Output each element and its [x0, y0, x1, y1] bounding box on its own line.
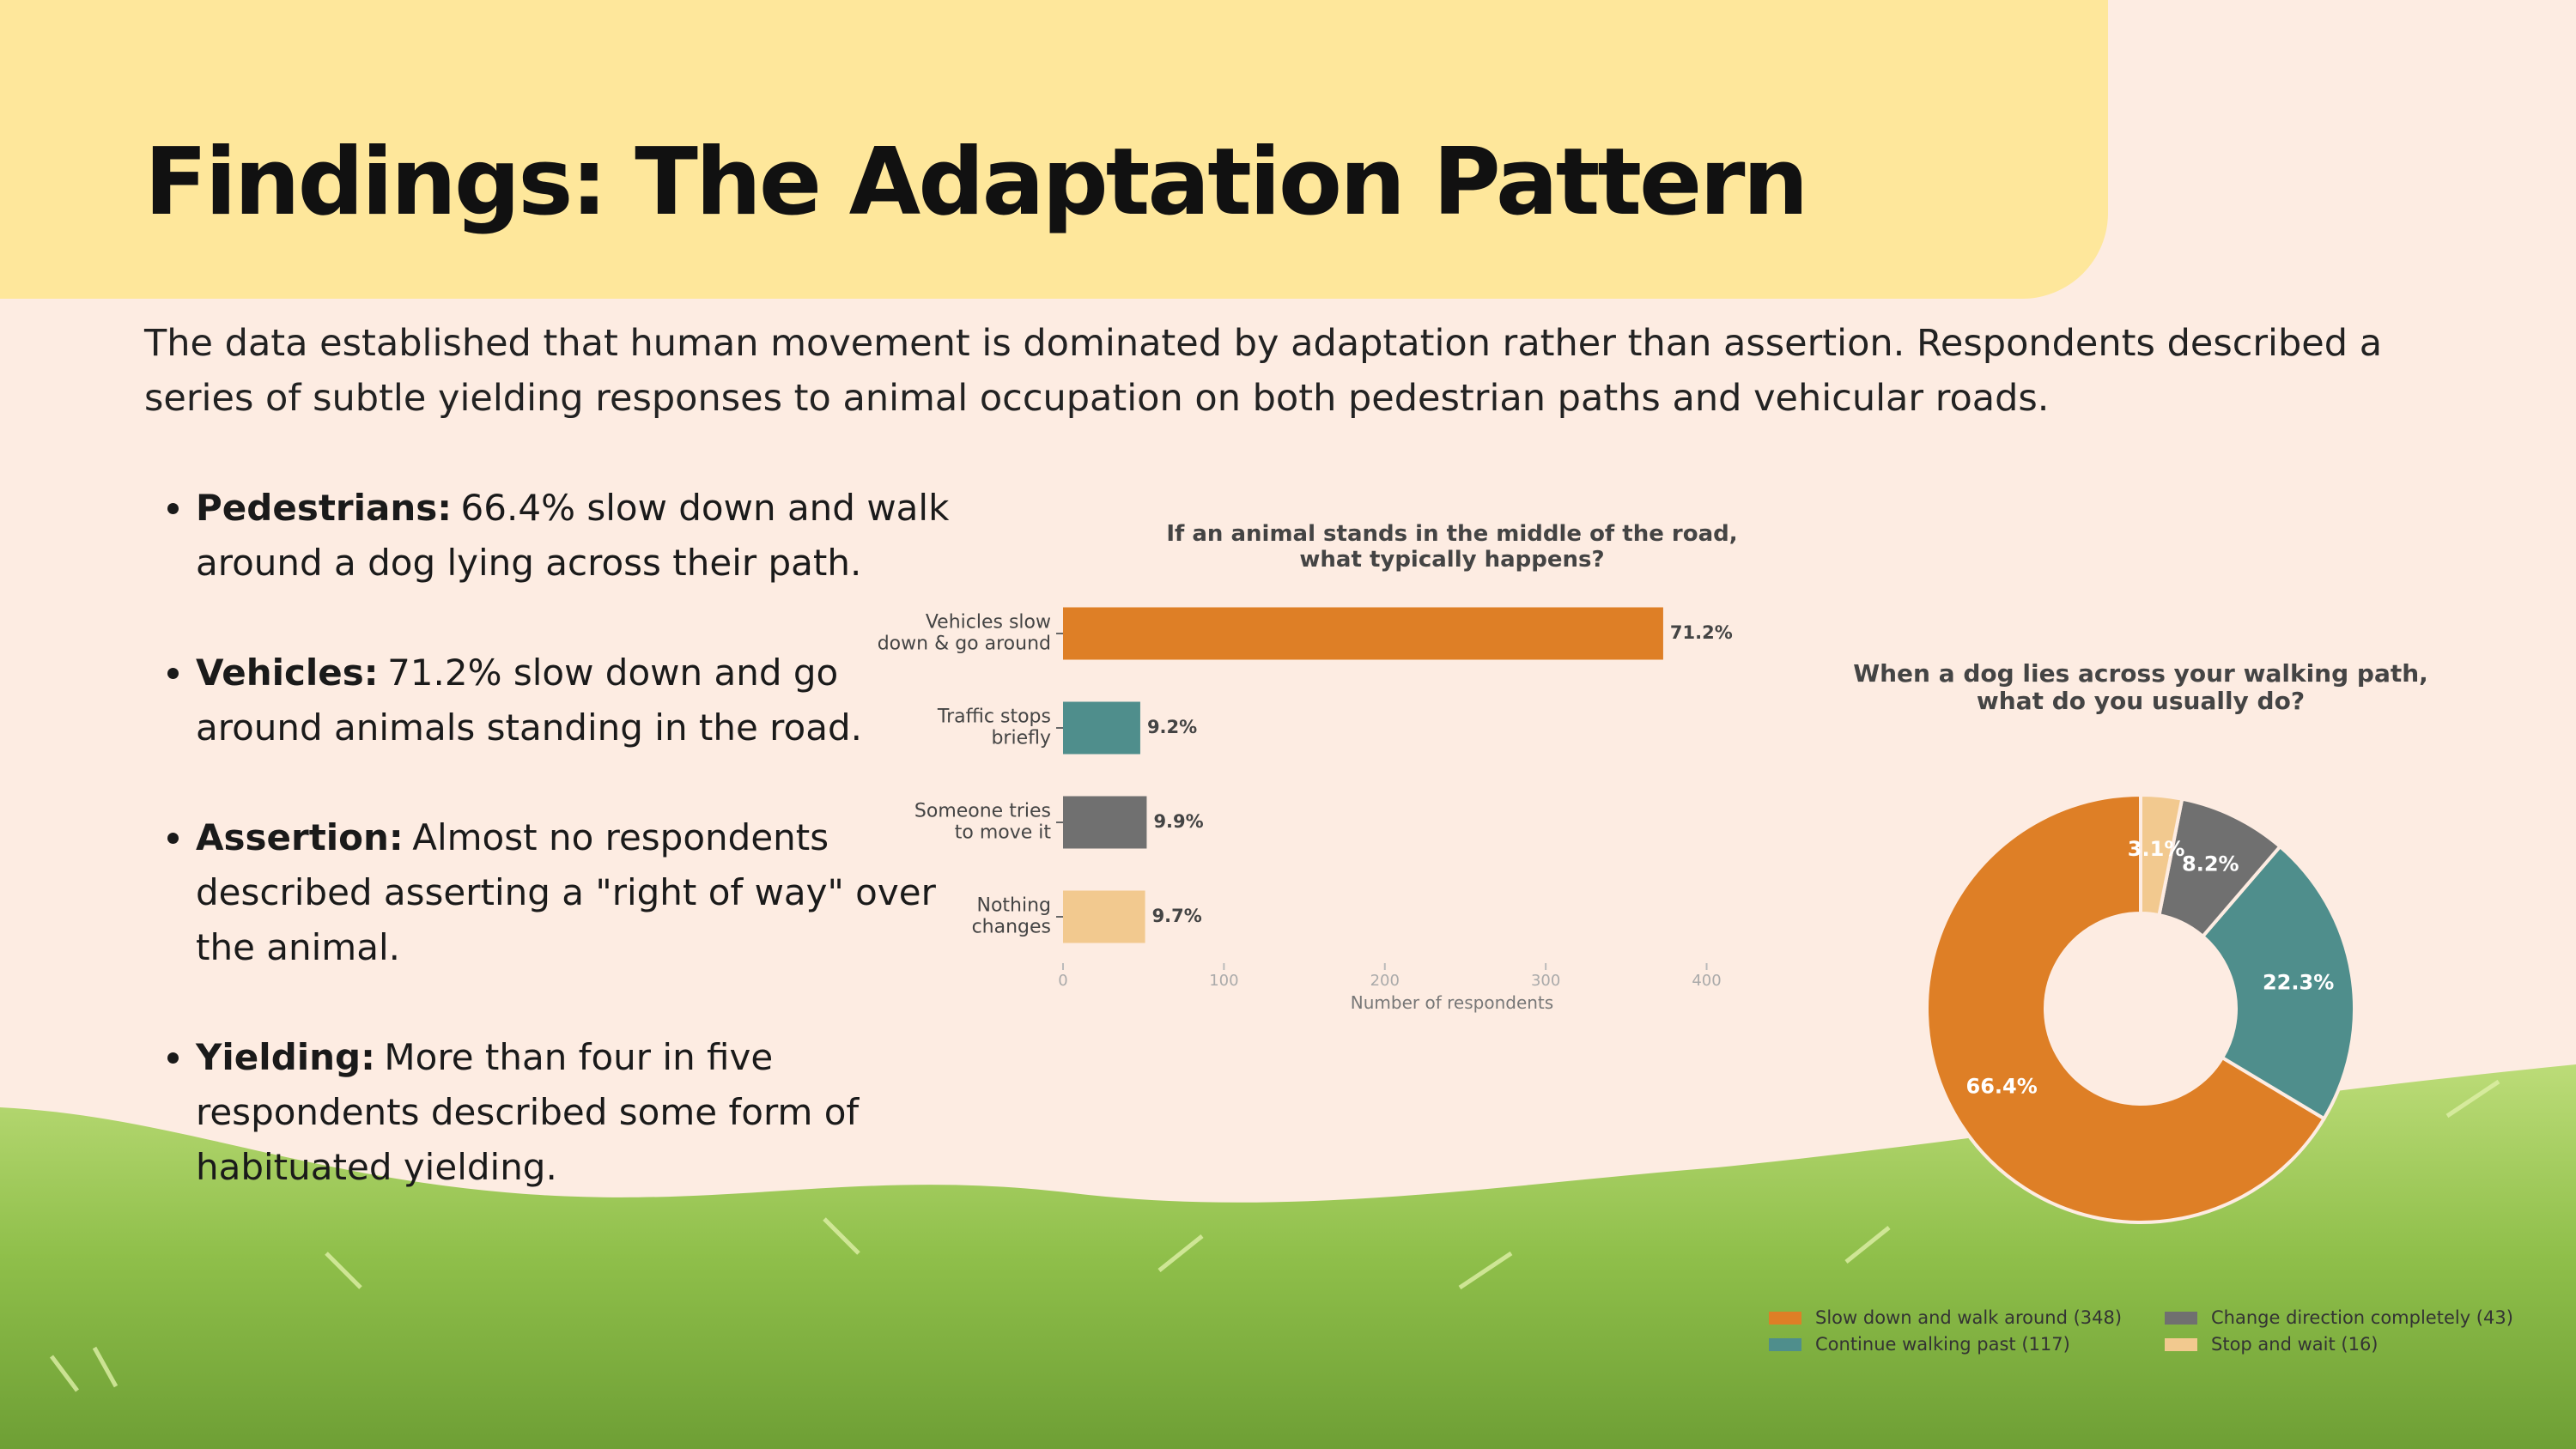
- title: Findings: The Adaptation Pattern: [144, 129, 1808, 236]
- x-tick-label: 0: [1058, 972, 1067, 990]
- slice-label: 66.4%: [1966, 1075, 2038, 1099]
- x-axis-label: Number of respondents: [1351, 992, 1553, 1013]
- legend-swatch: [2165, 1338, 2197, 1351]
- donut-slice: [2139, 792, 2184, 918]
- donut-slice: [2200, 844, 2356, 1121]
- value-label: 9.2%: [1147, 717, 1197, 737]
- bar: [1063, 607, 1663, 660]
- category-label: Nothing changes: [972, 894, 1051, 937]
- bullet-text: 66.4% slow down and walk around a dog ly…: [196, 487, 950, 584]
- grass-blades: [50, 1079, 2500, 1392]
- slice-label: 3.1%: [2128, 837, 2185, 861]
- bullet-label: Pedestrians:: [196, 487, 453, 529]
- legend-label: Change direction completely (43): [2211, 1307, 2513, 1328]
- slice-label: 8.2%: [2182, 852, 2239, 876]
- bullet-label: Assertion:: [196, 816, 404, 858]
- legend-label: Stop and wait (16): [2211, 1334, 2379, 1355]
- bullet-text: More than four in five respondents descr…: [196, 1036, 860, 1188]
- bullet: Assertion:Almost no respondents describe…: [196, 810, 951, 975]
- value-label: 9.7%: [1152, 906, 1202, 926]
- x-tick-label: 100: [1209, 972, 1238, 990]
- grass: [0, 1064, 2576, 1449]
- x-tick-label: 400: [1692, 972, 1721, 990]
- bar: [1063, 890, 1145, 943]
- intro-text: The data established that human movement…: [144, 322, 2383, 420]
- legend-label: Continue walking past (117): [1815, 1334, 2070, 1355]
- value-label: 71.2%: [1670, 622, 1733, 643]
- bullet-text: Almost no respondents described assertin…: [196, 816, 936, 968]
- legend-label: Slow down and walk around (348): [1815, 1307, 2122, 1328]
- bullet-label: Yielding:: [196, 1036, 375, 1078]
- donut-slice: [1925, 792, 2327, 1224]
- bullet-label: Vehicles:: [196, 652, 379, 694]
- bar: [1063, 701, 1140, 755]
- category-label: Someone tries to move it: [914, 800, 1051, 843]
- header-band: [0, 0, 2108, 299]
- bullet-text: 71.2% slow down and go around animals st…: [196, 652, 862, 749]
- x-tick-label: 300: [1531, 972, 1560, 990]
- value-label: 9.9%: [1153, 811, 1203, 832]
- legend-swatch: [1769, 1338, 1801, 1351]
- legend-swatch: [2165, 1312, 2197, 1325]
- category-label: Traffic stops briefly: [937, 706, 1051, 749]
- category-label: Vehicles slow down & go around: [878, 611, 1051, 654]
- slice-label: 22.3%: [2263, 970, 2334, 994]
- legend-swatch: [1769, 1312, 1801, 1325]
- bar: [1063, 796, 1147, 849]
- bullet: Pedestrians:66.4% slow down and walk aro…: [196, 481, 951, 591]
- x-tick-label: 200: [1370, 972, 1400, 990]
- chart-title: When a dog lies across your walking path…: [1853, 659, 2428, 715]
- chart-title: If an animal stands in the middle of the…: [1166, 521, 1737, 573]
- bullet-list: Pedestrians:66.4% slow down and walk aro…: [146, 481, 951, 1250]
- bullet: Vehicles:71.2% slow down and go around a…: [196, 646, 951, 755]
- bullet: Yielding:More than four in five responde…: [196, 1030, 951, 1195]
